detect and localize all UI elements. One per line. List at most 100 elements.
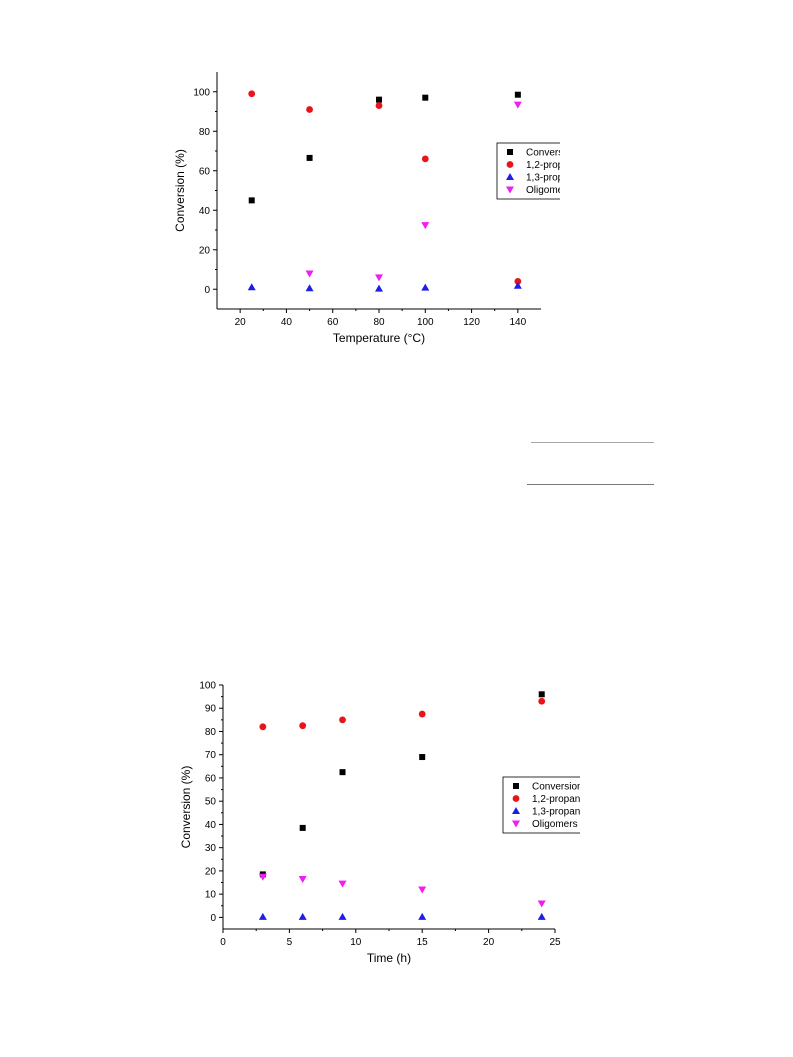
temperature-chart-legend-marker bbox=[506, 173, 514, 180]
temperature-chart-point bbox=[305, 284, 314, 292]
time-chart-point bbox=[418, 710, 426, 718]
time-chart-legend-marker bbox=[512, 795, 520, 802]
temperature-chart-point bbox=[305, 270, 314, 278]
temperature-chart-legend-label: Conversion bbox=[526, 148, 560, 159]
time-chart-point bbox=[258, 873, 267, 881]
temperature-chart-legend-marker bbox=[507, 149, 513, 155]
temperature-chart-x-tick-label: 100 bbox=[417, 317, 434, 328]
time-chart-y-tick-label: 50 bbox=[205, 797, 217, 808]
time-chart-y-tick-label: 30 bbox=[205, 843, 217, 854]
time-chart-y-tick-label: 80 bbox=[205, 727, 217, 738]
time-chart-y-tick-label: 90 bbox=[205, 704, 217, 715]
time-chart-point bbox=[418, 886, 427, 894]
time-chart-x-tick-label: 25 bbox=[549, 937, 561, 948]
temperature-chart-legend-label: 1,2-propanediol bbox=[526, 160, 560, 171]
temperature-chart-point bbox=[248, 90, 256, 98]
temperature-chart-point bbox=[376, 96, 382, 103]
time-chart-x-tick-label: 15 bbox=[417, 937, 429, 948]
temperature-chart-series-4 bbox=[305, 101, 522, 282]
temperature-chart-point bbox=[514, 91, 521, 98]
time-chart-point bbox=[338, 880, 347, 888]
temperature-chart-x-tick-label: 20 bbox=[235, 317, 247, 328]
temperature-chart-y-tick-label: 80 bbox=[199, 127, 211, 138]
time-chart-y-tick-label: 60 bbox=[205, 773, 217, 784]
time-chart-point bbox=[299, 824, 306, 831]
time-chart-point bbox=[298, 876, 307, 884]
temperature-chart-point bbox=[247, 283, 256, 291]
time-chart-point bbox=[538, 697, 546, 705]
temperature-chart-point bbox=[306, 154, 313, 161]
page-rule-lower bbox=[527, 484, 654, 485]
temperature-chart-legend-label: 1,3-propanediol bbox=[526, 173, 560, 184]
time-chart-y-tick-label: 10 bbox=[205, 890, 217, 901]
time-chart-y-tick-label: 0 bbox=[210, 913, 216, 924]
temperature-chart-series-1 bbox=[248, 91, 521, 204]
time-chart-x-tick-label: 5 bbox=[287, 937, 293, 948]
time-chart-point bbox=[418, 912, 427, 920]
temperature-chart-y-tick-label: 100 bbox=[193, 87, 210, 98]
temperature-chart-x-tick-label: 40 bbox=[281, 317, 293, 328]
temperature-chart-y-tick-label: 60 bbox=[199, 166, 211, 177]
time-chart-legend-marker bbox=[513, 783, 519, 789]
temperature-chart-x-tick-label: 120 bbox=[463, 317, 480, 328]
temperature-chart-point bbox=[421, 155, 429, 163]
temperature-chart-point bbox=[248, 197, 255, 204]
time-chart-point bbox=[419, 754, 426, 761]
time-chart-point bbox=[299, 722, 307, 730]
temperature-chart-point bbox=[514, 277, 522, 285]
time-chart-y-tick-label: 20 bbox=[205, 866, 217, 877]
temperature-chart: 20 40 60 80 100 120 140 0 20 40 60 80 100 Temperature… bbox=[173, 72, 560, 345]
temperature-chart-y-tick-label: 40 bbox=[199, 206, 211, 217]
time-chart-legend-marker bbox=[512, 807, 520, 814]
temperature-chart-point bbox=[421, 222, 430, 230]
time-chart-legend-label: 1,2-propanediol bbox=[532, 794, 580, 805]
time-chart-x-tick-label: 20 bbox=[483, 937, 495, 948]
time-chart-point bbox=[298, 912, 307, 920]
time-chart-legend-label: Conversion bbox=[532, 782, 580, 793]
time-chart-x-tick-label: 0 bbox=[220, 937, 226, 948]
temperature-chart-point bbox=[375, 102, 383, 109]
time-chart-point bbox=[259, 723, 267, 731]
temperature-chart-point bbox=[422, 94, 429, 101]
temperature-chart-x-tick-label: 80 bbox=[373, 317, 385, 328]
temperature-chart-legend-label: Oligomers bbox=[526, 185, 560, 196]
time-chart-x-axis-label: Time (h) bbox=[367, 951, 411, 965]
time-chart-y-tick-label: 100 bbox=[199, 681, 216, 692]
time-chart-series-3 bbox=[258, 912, 546, 920]
time-chart-x-tick-label: 10 bbox=[350, 937, 362, 948]
temperature-chart-x-tick-label: 140 bbox=[510, 317, 527, 328]
temperature-chart-y-tick-label: 20 bbox=[199, 245, 211, 256]
time-chart-point bbox=[538, 691, 545, 698]
temperature-chart-series-3 bbox=[247, 281, 522, 292]
time-chart-series-4 bbox=[258, 873, 546, 908]
time-chart-series-2 bbox=[259, 697, 546, 731]
temperature-chart-point bbox=[375, 274, 383, 282]
temperature-chart-point bbox=[513, 101, 522, 109]
page-rule-upper bbox=[531, 442, 654, 443]
time-chart-legend-label: Oligomers bbox=[532, 819, 578, 830]
time-chart-point bbox=[338, 912, 347, 920]
temperature-chart-point bbox=[375, 284, 383, 292]
time-chart-y-tick-label: 40 bbox=[205, 820, 217, 831]
temperature-chart-x-axis-label: Temperature (°C) bbox=[333, 331, 425, 345]
time-chart-legend-marker bbox=[512, 820, 520, 828]
time-chart-y-axis-label: Conversion (%) bbox=[179, 766, 193, 849]
time-chart-y-tick-label: 70 bbox=[205, 750, 217, 761]
time-chart-point bbox=[537, 900, 546, 908]
time-chart-legend-label: 1,3-propanediol bbox=[532, 807, 580, 818]
temperature-chart-point bbox=[306, 106, 313, 113]
time-chart: 0 5 10 15 20 25 0 10 20 30 40 50 60 70 80 90 100 Time (h)… bbox=[179, 681, 580, 965]
temperature-chart-y-axis-label: Conversion (%) bbox=[173, 149, 187, 232]
temperature-chart-point bbox=[513, 281, 522, 289]
time-chart-point bbox=[537, 912, 546, 920]
temperature-chart-y-tick-label: 0 bbox=[204, 285, 210, 296]
temperature-chart-legend-marker bbox=[506, 161, 514, 168]
time-chart-point bbox=[258, 912, 267, 920]
time-chart-series-1 bbox=[259, 691, 545, 878]
temperature-chart-legend-marker bbox=[506, 186, 514, 194]
time-chart-point bbox=[339, 769, 346, 776]
temperature-chart-point bbox=[421, 283, 430, 291]
time-chart-point bbox=[339, 716, 346, 724]
